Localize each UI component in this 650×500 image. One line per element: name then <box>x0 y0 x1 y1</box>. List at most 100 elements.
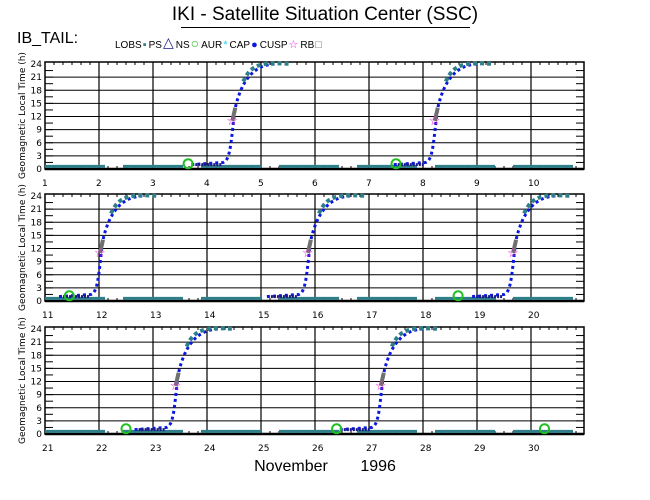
ns-circle-icon <box>539 423 550 435</box>
x-tick-label: 24 <box>204 444 216 454</box>
cap-trace <box>471 194 558 299</box>
legend-label-ps: PS <box>148 40 162 51</box>
legend-label-lobs: LOBS <box>115 40 142 51</box>
y-tick-label: 21 <box>31 73 42 83</box>
y-tick-label: 9 <box>36 391 42 401</box>
legend: LOBS▪ PS△ NS○ AUR* CAP● CUSP☆ RB□ <box>113 34 322 51</box>
x-tick-label: 11 <box>42 311 53 321</box>
y-tick-label: 18 <box>31 218 43 228</box>
cap-trace <box>339 327 425 432</box>
month-label: November <box>254 458 328 475</box>
x-tick-label: 19 <box>474 311 486 321</box>
y-tick-label: 0 <box>36 430 42 440</box>
y-tick-label: 18 <box>31 351 43 361</box>
x-tick-label: 30 <box>528 444 540 454</box>
x-tick-label: 2 <box>96 179 102 189</box>
cusp-star-icon: ☆ <box>170 378 182 393</box>
y-tick-label: 15 <box>31 99 42 109</box>
title-underline <box>181 27 470 28</box>
ns-circle-icon <box>390 158 402 170</box>
y-tick-label: 3 <box>36 284 42 294</box>
y-tick-label: 12 <box>31 113 42 123</box>
rb-trace <box>98 239 105 254</box>
y-axis-label: Geomagnetic Local Time (h) <box>18 52 28 179</box>
y-tick-label: 15 <box>31 231 42 241</box>
cusp-star-icon: ☆ <box>94 245 106 260</box>
y-tick-label: 0 <box>36 297 42 307</box>
rb-trace <box>173 372 181 387</box>
cap-trace <box>134 327 220 432</box>
y-tick-label: 9 <box>36 126 42 136</box>
y-tick-label: 21 <box>31 205 42 215</box>
y-tick-label: 18 <box>31 86 43 96</box>
x-tick-label: 18 <box>420 311 432 321</box>
y-tick-label: 24 <box>31 192 43 202</box>
cusp-star-icon: ☆ <box>507 245 519 260</box>
y-tick-label: 24 <box>31 325 43 335</box>
y-axis-label: Geomagnetic Local Time (h) <box>18 184 28 311</box>
x-tick-label: 13 <box>150 311 161 321</box>
x-tick-label: 5 <box>258 179 264 189</box>
legend-label-ns: NS <box>175 40 190 51</box>
cap-trace <box>266 194 352 299</box>
page-title: IKI - Satellite Situation Center (SSC) <box>171 4 479 25</box>
x-tick-label: 10 <box>528 179 540 189</box>
cap-trace <box>393 62 479 167</box>
y-tick-label: 12 <box>31 245 42 255</box>
x-tick-label: 26 <box>312 444 324 454</box>
x-tick-label: 20 <box>528 311 540 321</box>
lobs-trace <box>443 61 494 83</box>
x-tick-label: 16 <box>312 311 324 321</box>
legend-label-rb: RB <box>300 40 315 51</box>
cusp-star-icon: ☆ <box>302 245 314 260</box>
y-tick-label: 15 <box>31 364 42 374</box>
x-tick-label: 15 <box>258 311 269 321</box>
legend-label-aur: AUR <box>201 40 223 51</box>
lobs-trace <box>389 326 440 348</box>
x-tick-label: 7 <box>366 179 372 189</box>
x-tick-label: 23 <box>150 444 161 454</box>
lobs-trace <box>184 326 235 348</box>
legend-triangle-icon: △ <box>162 34 174 50</box>
lobs-trace <box>317 193 368 215</box>
rb-trace <box>230 107 238 122</box>
rb-trace <box>378 372 386 387</box>
y-tick-label: 3 <box>36 152 42 162</box>
rb-trace <box>511 239 519 254</box>
legend-square-small-icon: ▪ <box>142 39 147 51</box>
x-tick-label: 6 <box>312 179 318 189</box>
ns-circle-icon <box>452 290 464 302</box>
ns-circle-icon <box>120 423 132 435</box>
y-tick-label: 9 <box>36 258 42 268</box>
spacecraft-label: IB_TAIL: <box>17 30 79 47</box>
x-tick-label: 21 <box>42 444 53 454</box>
y-tick-label: 6 <box>36 404 42 414</box>
legend-label-cusp: CUSP <box>259 40 288 51</box>
lobs-trace <box>522 193 573 215</box>
legend-label-cap: CAP <box>229 40 251 51</box>
legend-star-icon: ☆ <box>288 39 299 51</box>
x-tick-label: 9 <box>474 179 480 189</box>
y-tick-label: 12 <box>31 378 42 388</box>
cusp-star-icon: ☆ <box>429 113 441 128</box>
x-tick-label: 25 <box>258 444 269 454</box>
x-axis-label: November 1996 <box>0 458 650 476</box>
ns-circle-icon <box>182 158 194 170</box>
cusp-star-icon: ☆ <box>375 378 387 393</box>
x-tick-label: 14 <box>204 311 216 321</box>
ns-circle-icon <box>331 423 343 435</box>
legend-asterisk-icon: * <box>223 39 228 51</box>
x-tick-label: 27 <box>366 444 377 454</box>
x-tick-label: 12 <box>96 311 107 321</box>
cusp-star-icon: ☆ <box>226 113 238 128</box>
legend-circle-icon: ○ <box>190 35 200 51</box>
x-tick-label: 22 <box>96 444 107 454</box>
x-tick-label: 3 <box>150 179 156 189</box>
x-tick-label: 4 <box>204 179 210 189</box>
y-tick-label: 6 <box>36 271 42 281</box>
lobs-trace <box>109 193 160 215</box>
y-tick-label: 0 <box>36 165 42 175</box>
x-tick-label: 29 <box>474 444 486 454</box>
rb-trace <box>305 239 313 254</box>
